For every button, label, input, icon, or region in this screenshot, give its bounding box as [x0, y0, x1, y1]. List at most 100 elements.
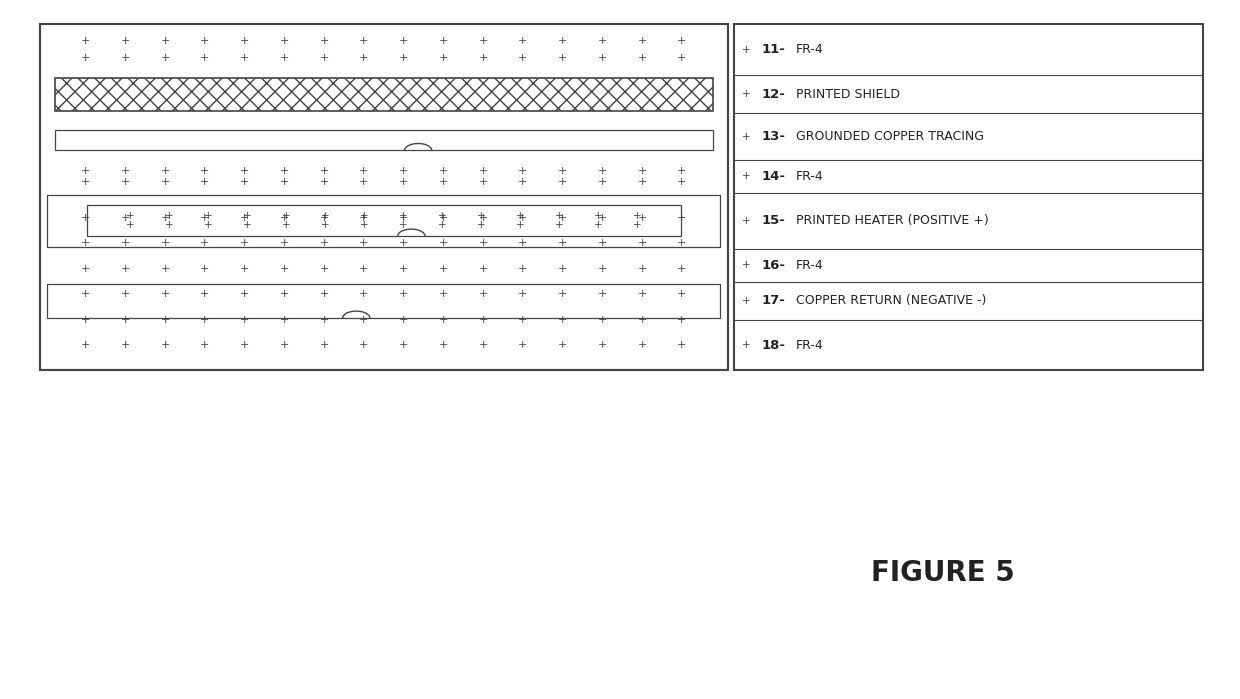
- Text: 16-: 16-: [761, 259, 785, 272]
- Text: +: +: [637, 340, 647, 350]
- Text: +: +: [320, 289, 329, 299]
- Text: +: +: [241, 340, 249, 350]
- Text: +: +: [280, 177, 289, 187]
- Text: +: +: [81, 238, 91, 248]
- Text: +: +: [120, 36, 130, 46]
- Text: +: +: [479, 36, 487, 46]
- Text: +: +: [518, 315, 527, 324]
- Text: +: +: [598, 166, 608, 175]
- Text: +: +: [120, 166, 130, 175]
- Text: +: +: [360, 264, 368, 274]
- Text: +: +: [637, 264, 647, 274]
- Text: +: +: [598, 264, 608, 274]
- Text: +: +: [320, 264, 329, 274]
- Text: +: +: [479, 238, 487, 248]
- Text: +: +: [637, 166, 647, 175]
- Text: +: +: [439, 213, 448, 223]
- Text: +: +: [399, 166, 408, 175]
- Text: +: +: [160, 315, 170, 324]
- Text: +: +: [439, 238, 448, 248]
- Text: +: +: [518, 289, 527, 299]
- Text: +: +: [598, 177, 608, 187]
- Text: +: +: [280, 264, 289, 274]
- Text: +: +: [677, 177, 687, 187]
- Text: +: +: [320, 166, 329, 175]
- Text: +: +: [479, 177, 487, 187]
- Text: +: +: [742, 171, 750, 181]
- Text: +: +: [479, 53, 487, 63]
- Bar: [40, 24, 728, 370]
- Text: +: +: [558, 166, 568, 175]
- Text: +: +: [320, 177, 329, 187]
- Text: +: +: [81, 264, 91, 274]
- Text: +: +: [518, 177, 527, 187]
- Text: +: +: [677, 166, 687, 175]
- Text: +: +: [360, 166, 368, 175]
- Text: +: +: [742, 296, 750, 306]
- Text: +: +: [126, 220, 135, 230]
- Text: +: +: [360, 340, 368, 350]
- Text: +: +: [320, 340, 329, 350]
- Text: 14-: 14-: [761, 170, 785, 182]
- Text: +: +: [479, 289, 487, 299]
- Text: +: +: [558, 315, 568, 324]
- Text: +: +: [280, 53, 289, 63]
- Text: FR-4: FR-4: [796, 170, 823, 182]
- Text: +: +: [200, 238, 210, 248]
- Bar: [55, 129, 713, 150]
- Text: +: +: [439, 166, 448, 175]
- Text: +: +: [632, 211, 641, 222]
- Text: +: +: [742, 89, 750, 99]
- Text: +: +: [399, 213, 408, 223]
- Text: +: +: [200, 340, 210, 350]
- Text: +: +: [677, 238, 687, 248]
- Text: +: +: [280, 166, 289, 175]
- Text: +: +: [439, 315, 448, 324]
- Text: +: +: [594, 211, 603, 222]
- Text: +: +: [160, 36, 170, 46]
- Text: +: +: [637, 36, 647, 46]
- Text: +: +: [677, 340, 687, 350]
- Text: +: +: [742, 45, 750, 55]
- Text: +: +: [360, 213, 368, 223]
- Text: +: +: [558, 53, 568, 63]
- Text: +: +: [399, 340, 408, 350]
- Text: +: +: [677, 213, 687, 223]
- Text: +: +: [598, 53, 608, 63]
- Text: +: +: [200, 36, 210, 46]
- Text: +: +: [598, 36, 608, 46]
- Text: +: +: [518, 166, 527, 175]
- Text: +: +: [120, 177, 130, 187]
- Text: +: +: [81, 166, 91, 175]
- Bar: [47, 284, 720, 318]
- Text: +: +: [283, 220, 290, 230]
- Text: +: +: [637, 238, 647, 248]
- Text: +: +: [241, 177, 249, 187]
- Text: +: +: [160, 289, 170, 299]
- Text: +: +: [479, 213, 487, 223]
- Text: +: +: [81, 36, 91, 46]
- Text: +: +: [518, 36, 527, 46]
- Text: +: +: [554, 211, 563, 222]
- Text: +: +: [120, 315, 130, 324]
- Text: +: +: [280, 238, 289, 248]
- Text: +: +: [241, 289, 249, 299]
- Text: 11-: 11-: [761, 43, 785, 56]
- Text: +: +: [321, 220, 330, 230]
- Text: +: +: [120, 264, 130, 274]
- Text: +: +: [320, 213, 329, 223]
- Text: +: +: [742, 260, 750, 270]
- Text: +: +: [160, 213, 170, 223]
- Text: 15-: 15-: [761, 214, 785, 227]
- Text: +: +: [558, 177, 568, 187]
- Text: +: +: [160, 340, 170, 350]
- Text: +: +: [518, 213, 527, 223]
- Text: +: +: [399, 177, 408, 187]
- Text: +: +: [399, 289, 408, 299]
- Text: +: +: [81, 315, 91, 324]
- Text: +: +: [598, 213, 608, 223]
- Text: +: +: [518, 53, 527, 63]
- Text: FIGURE 5: FIGURE 5: [870, 559, 1014, 587]
- Text: +: +: [200, 315, 210, 324]
- Text: +: +: [516, 220, 525, 230]
